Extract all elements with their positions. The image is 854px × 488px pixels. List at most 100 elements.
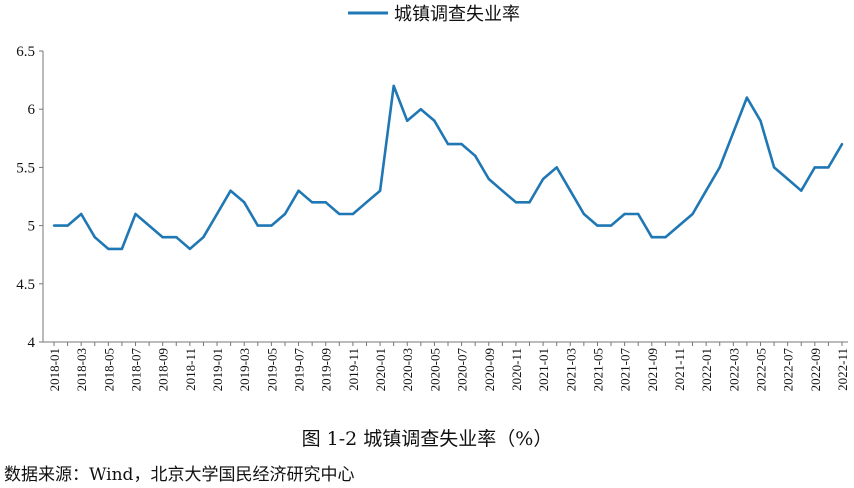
x-tick-label: 2018-11 xyxy=(183,348,198,391)
data-point xyxy=(596,224,599,227)
x-tick-label: 2022-09 xyxy=(808,348,823,391)
data-point xyxy=(351,212,355,216)
x-tick-label: 2020-07 xyxy=(455,348,470,392)
x-tick-label: 2018-01 xyxy=(47,348,62,391)
data-point xyxy=(52,224,56,227)
x-tick-label: 2020-11 xyxy=(509,348,524,391)
data-point xyxy=(786,177,789,181)
data-point xyxy=(637,212,640,216)
data-point xyxy=(745,96,749,99)
data-point xyxy=(256,224,259,227)
data-point xyxy=(501,189,504,192)
data-point xyxy=(650,236,653,239)
data-point xyxy=(378,189,382,192)
data-point xyxy=(609,224,613,227)
x-tick-label: 2019-05 xyxy=(264,348,279,391)
data-point xyxy=(487,177,490,181)
y-tick-label: 4.5 xyxy=(16,277,35,293)
x-tick-label: 2018-05 xyxy=(101,348,116,391)
x-tick-label: 2018-09 xyxy=(156,348,171,391)
y-tick-label: 4 xyxy=(28,335,36,351)
data-point xyxy=(188,247,192,251)
data-point xyxy=(732,131,735,134)
x-tick-label: 2021-05 xyxy=(590,348,605,391)
data-point xyxy=(161,236,164,239)
data-point xyxy=(840,142,844,146)
x-tick-label: 2022-07 xyxy=(781,348,796,392)
data-point xyxy=(392,84,395,88)
data-point xyxy=(120,247,124,251)
tick-labels: 4 4.5 5 5.5 6 6.5 2018-01 2018-03 2018-05 2018-07… xyxy=(16,44,850,391)
x-tick-label: 2020-01 xyxy=(373,348,388,391)
series-line xyxy=(54,84,844,251)
data-point xyxy=(664,236,667,239)
data-point xyxy=(338,212,341,216)
data-point xyxy=(107,247,110,251)
data-point xyxy=(460,142,463,146)
x-tick-label: 2019-01 xyxy=(210,348,225,391)
data-point xyxy=(215,212,219,216)
figure-caption: 图 1-2 城镇调查失业率（%） xyxy=(301,428,553,450)
data-point xyxy=(229,189,232,192)
data-point xyxy=(243,201,246,204)
data-point xyxy=(473,154,477,157)
x-tick-label: 2019-09 xyxy=(319,348,334,391)
x-tick-label: 2018-07 xyxy=(129,348,144,392)
data-point xyxy=(555,166,558,169)
data-point xyxy=(310,201,314,204)
x-tick-label: 2019-11 xyxy=(346,348,361,391)
x-tick-label: 2021-09 xyxy=(645,348,660,391)
series-layer xyxy=(52,84,844,251)
data-point xyxy=(446,142,450,146)
data-point xyxy=(813,166,817,169)
data-point xyxy=(514,201,518,204)
data-point xyxy=(79,212,83,216)
x-tick-label: 2022-03 xyxy=(726,348,741,391)
legend: 城镇调查失业率 xyxy=(348,4,520,25)
data-point xyxy=(569,189,572,192)
x-tick-label: 2021-11 xyxy=(672,348,687,391)
data-point xyxy=(175,236,178,239)
data-point xyxy=(93,236,96,239)
x-tick-label: 2018-03 xyxy=(74,348,89,391)
data-point xyxy=(202,236,205,239)
x-tick-label: 2020-05 xyxy=(427,348,442,391)
data-point xyxy=(283,212,287,216)
x-tick-label: 2022-05 xyxy=(753,348,768,391)
data-point xyxy=(800,189,803,192)
data-point xyxy=(147,224,151,227)
data-point xyxy=(691,212,694,216)
data-point xyxy=(827,166,830,169)
data-point xyxy=(406,119,409,123)
data-point xyxy=(677,224,681,227)
x-tick-label: 2021-03 xyxy=(563,348,578,391)
data-point xyxy=(759,119,762,123)
data-point xyxy=(270,224,273,227)
data-point xyxy=(134,212,137,216)
y-tick-label: 6.5 xyxy=(16,44,35,60)
y-tick-label: 6 xyxy=(28,102,36,118)
data-point xyxy=(704,189,708,192)
x-tick-label: 2019-07 xyxy=(292,348,307,392)
x-tick-label: 2019-03 xyxy=(237,348,252,391)
data-point xyxy=(324,201,327,204)
data-point xyxy=(433,119,436,123)
x-tick-label: 2022-11 xyxy=(835,348,850,391)
y-tick-label: 5 xyxy=(28,219,36,235)
axes xyxy=(39,50,848,346)
x-tick-label: 2020-03 xyxy=(400,348,415,391)
line-chart: 4 4.5 5 5.5 6 6.5 2018-01 2018-03 2018-05 2018-07… xyxy=(16,4,850,391)
data-point xyxy=(528,201,531,204)
x-tick-label: 2020-09 xyxy=(482,348,497,391)
data-point xyxy=(772,166,776,169)
data-point xyxy=(365,201,368,204)
data-point xyxy=(582,212,586,216)
data-point xyxy=(66,224,69,227)
data-point xyxy=(297,189,300,192)
y-tick-label: 5.5 xyxy=(16,160,35,176)
legend-label: 城镇调查失业率 xyxy=(394,4,520,25)
data-point xyxy=(419,108,423,111)
data-point xyxy=(718,166,721,169)
x-tick-label: 2021-07 xyxy=(618,348,633,392)
x-tick-label: 2022-01 xyxy=(699,348,714,391)
